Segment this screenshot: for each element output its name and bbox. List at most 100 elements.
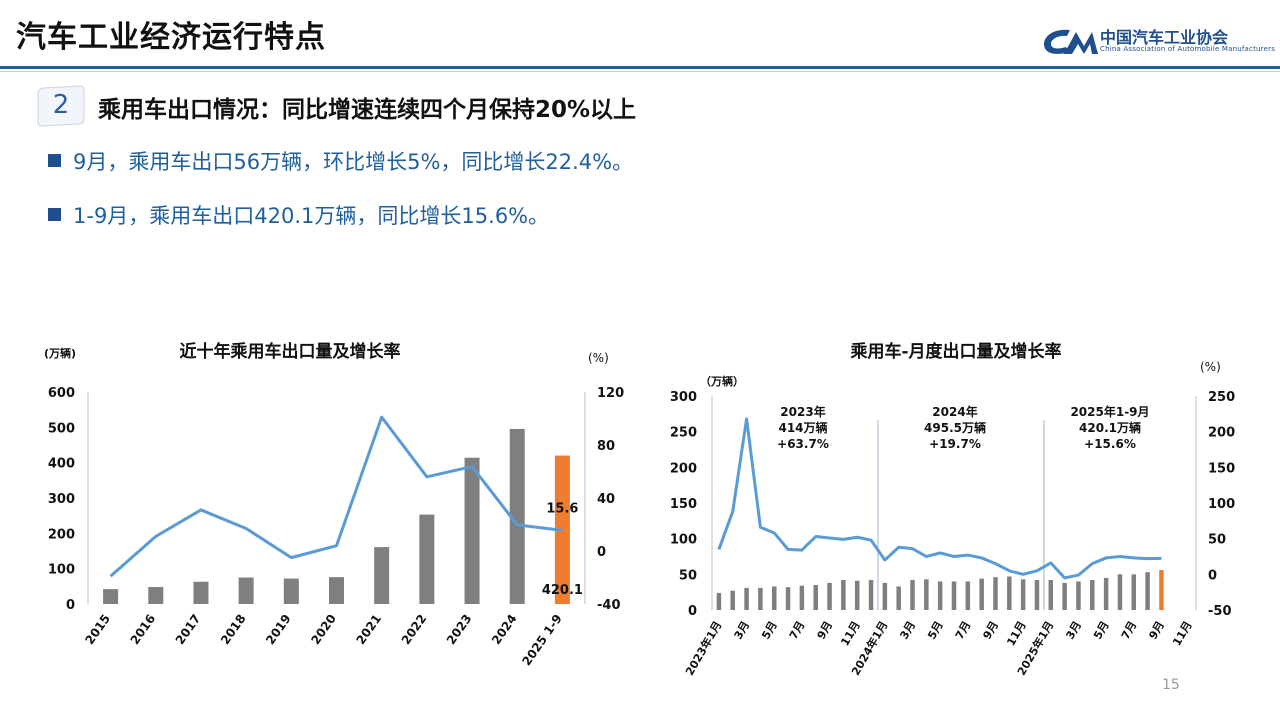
bar (744, 587, 749, 610)
x-tick-label: 9月 (1146, 619, 1167, 642)
x-tick-label: 3月 (1063, 619, 1084, 642)
y-tick-left: 200 (670, 461, 697, 476)
bar (1103, 577, 1109, 610)
y-tick-left: 400 (48, 457, 75, 472)
y-unit-right: (%) (1200, 360, 1221, 374)
y-tick-left: 150 (670, 497, 697, 512)
bar (238, 577, 254, 604)
bullet-text: 9月，乘用车出口56万辆，环比增长5%，同比增长22.4%。 (73, 150, 634, 174)
growth-line (109, 415, 563, 578)
bar (103, 589, 119, 604)
annotation-line: 2025年1-9月 (1070, 404, 1149, 419)
y-tick-right: 80 (597, 439, 615, 454)
x-tick-label: 3月 (898, 619, 919, 642)
header-rule-thin (0, 71, 1280, 72)
x-tick-label: 3月 (732, 619, 753, 642)
bar (979, 578, 984, 610)
badge-shape (37, 85, 85, 127)
y-tick-left: 600 (48, 386, 75, 401)
page-number: 15 (1162, 677, 1180, 693)
annotation-line: 414万辆 (778, 420, 827, 435)
annotation-line: 2024年 (932, 404, 977, 419)
y-tick-right: 250 (1208, 390, 1235, 405)
y-tick-left: 50 (679, 568, 697, 583)
bar (827, 582, 832, 610)
bar (1020, 579, 1026, 610)
y-tick-left: 500 (48, 421, 75, 436)
bar (193, 581, 209, 604)
x-tick-label: 9月 (815, 619, 836, 642)
annotation-line: +15.6% (1084, 437, 1136, 451)
bullet-item: 1-9月，乘用车出口420.1万辆，同比增长15.6%。 (48, 200, 549, 230)
bar (993, 577, 998, 610)
x-tick-label: 9月 (980, 619, 1001, 642)
bar (896, 586, 901, 610)
y-tick-left: 300 (48, 492, 75, 507)
y-unit-left: （万辆） (700, 374, 744, 388)
bar (1034, 580, 1040, 610)
chart-title: 近十年乘用车出口量及增长率 (180, 341, 401, 362)
y-tick-left: 300 (670, 390, 697, 405)
y-tick-right: 120 (597, 386, 624, 401)
bar (758, 587, 763, 610)
y-tick-left: 250 (670, 426, 697, 441)
bar (509, 428, 525, 604)
logo-text-en: China Association of Automobile Manufact… (1100, 45, 1276, 53)
bar (1131, 574, 1137, 610)
bar (882, 582, 888, 610)
x-tick-label: 11月 (838, 619, 862, 648)
y-unit-left: (万辆) (44, 346, 76, 360)
bar (283, 578, 299, 604)
bar (868, 580, 874, 610)
bar (716, 592, 722, 610)
bar (1048, 580, 1054, 610)
bar (1090, 580, 1095, 610)
x-tick-label: 7月 (953, 619, 974, 642)
y-tick-right: 100 (1208, 497, 1235, 512)
bar (785, 587, 791, 610)
y-tick-left: 0 (688, 604, 697, 619)
bar (937, 581, 943, 610)
section-heading: 乘用车出口情况：同比增速连续四个月保持20%以上 (98, 97, 637, 123)
y-tick-left: 100 (670, 533, 697, 548)
bar (1159, 570, 1164, 610)
bar (951, 581, 957, 610)
bar (374, 547, 390, 604)
logo-m-shape (1064, 32, 1098, 54)
bar (464, 457, 480, 604)
annotation-line: 420.1万辆 (1079, 420, 1141, 435)
section-number: 2 (52, 90, 70, 120)
bar (1076, 581, 1081, 610)
caam-logo (1044, 29, 1098, 54)
section-badge (37, 85, 85, 127)
bar (1062, 582, 1067, 610)
y-tick-left: 200 (48, 527, 75, 542)
bar (799, 585, 805, 610)
annotation-line: 495.5万辆 (924, 420, 986, 435)
bar (771, 586, 777, 610)
y-tick-right: 0 (597, 545, 606, 560)
header-rule (0, 66, 1280, 69)
bar (910, 580, 915, 610)
logo-text-cn: 中国汽车工业协会 (1100, 28, 1229, 47)
bar (148, 587, 164, 604)
y-tick-right: -50 (1208, 604, 1232, 619)
annotation-line: 2023年 (780, 404, 825, 419)
x-tick-label: 2023年1月 (682, 619, 724, 678)
bar (965, 581, 971, 610)
growth-line (717, 417, 1162, 580)
bar (841, 580, 846, 610)
page-title: 汽车工业经济运行特点 (16, 20, 326, 55)
y-tick-right: 40 (597, 492, 615, 507)
y-tick-right: 200 (1208, 426, 1235, 441)
bar (813, 585, 818, 610)
annotation-line: +19.7% (929, 437, 981, 451)
bar (854, 580, 860, 610)
y-tick-right: 150 (1208, 461, 1235, 476)
x-tick-label: 7月 (787, 619, 808, 642)
y-tick-right: 0 (1208, 568, 1217, 583)
bar (1007, 576, 1012, 610)
annotation-line: +63.7% (777, 437, 829, 451)
